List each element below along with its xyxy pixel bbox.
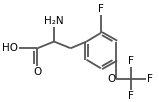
Text: F: F: [147, 74, 153, 84]
Text: F: F: [98, 4, 104, 14]
Text: O: O: [107, 74, 115, 84]
Text: H₂N: H₂N: [44, 16, 64, 26]
Text: HO: HO: [2, 43, 18, 53]
Text: O: O: [33, 67, 41, 77]
Text: F: F: [128, 91, 134, 101]
Text: F: F: [128, 56, 134, 66]
